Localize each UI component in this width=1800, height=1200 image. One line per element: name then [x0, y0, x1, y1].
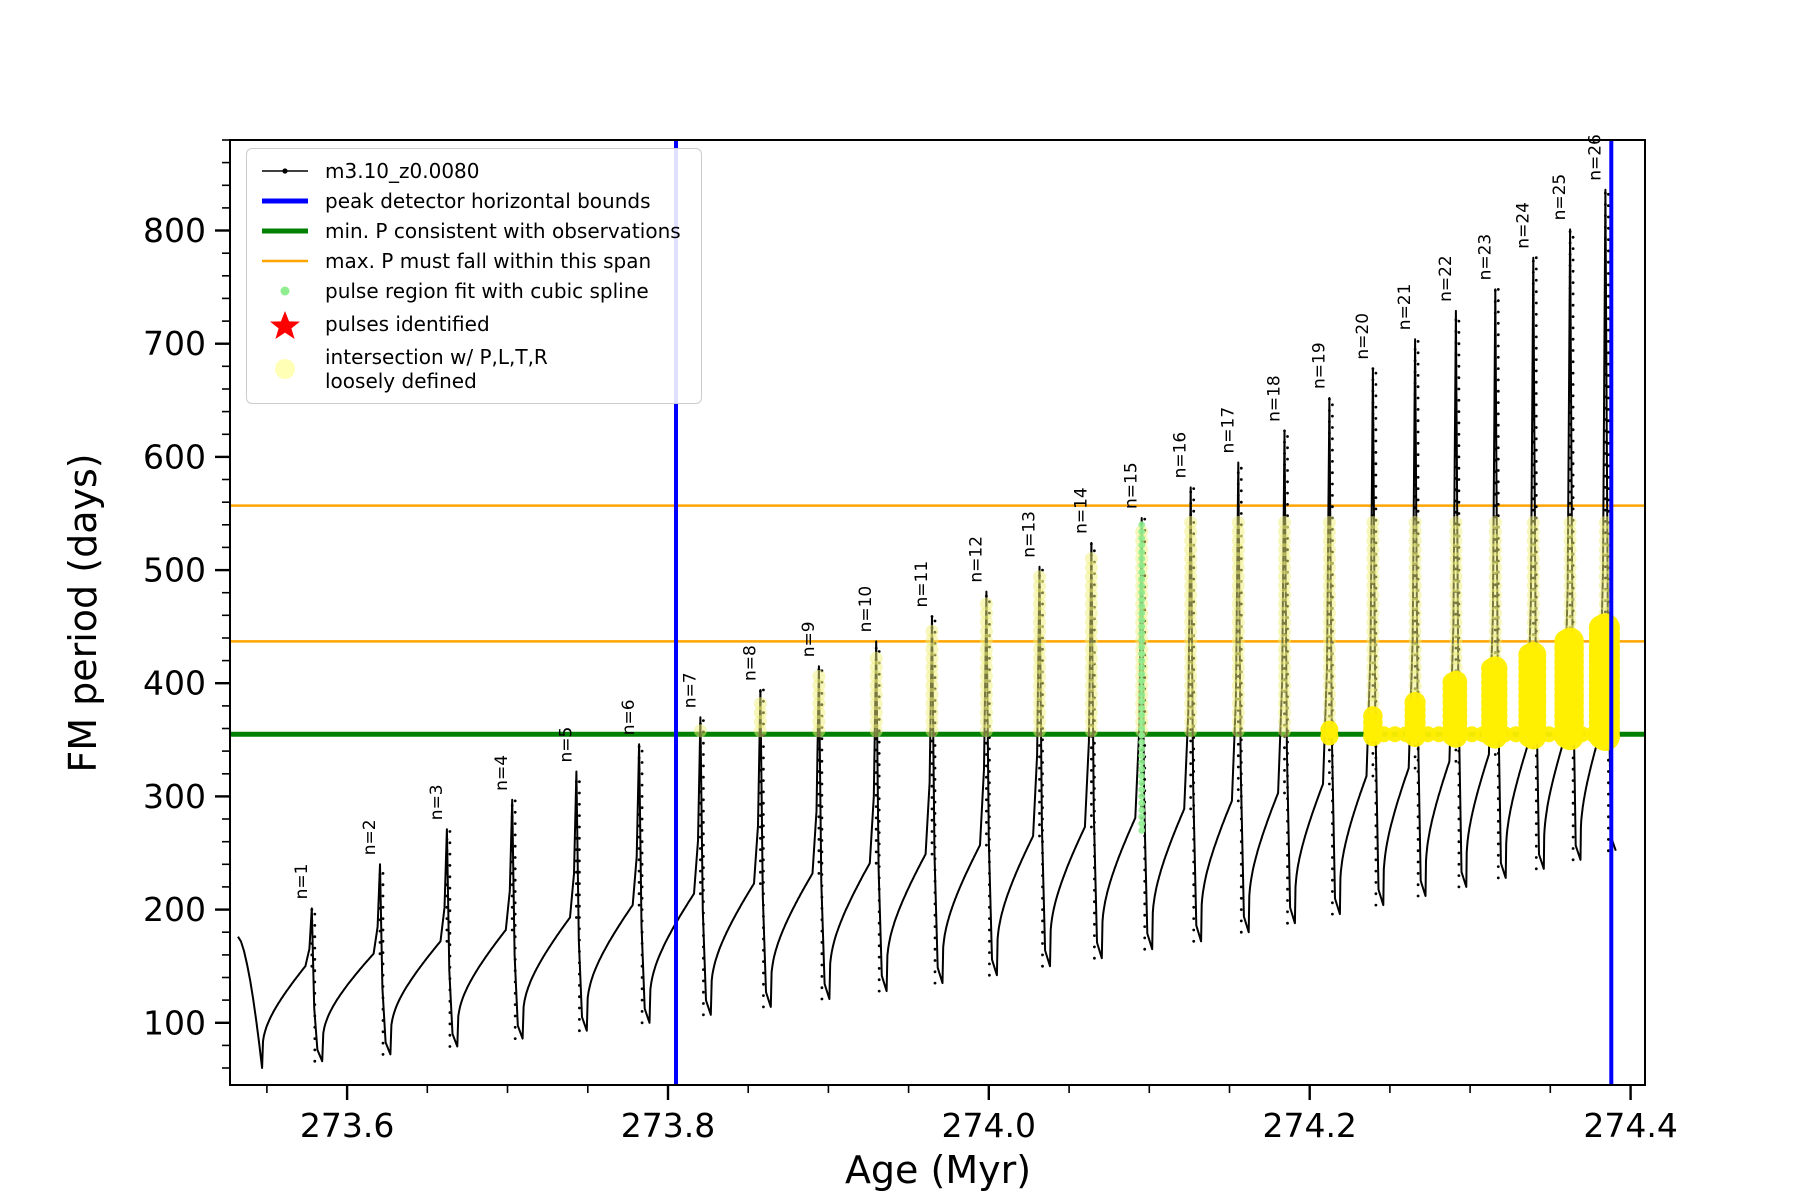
star-icon: [259, 309, 311, 339]
legend-item-intersection: intersection w/ P,L,T,R loosely defined: [259, 345, 681, 393]
peak-label: n=11: [912, 561, 932, 608]
legend-label: pulse region fit with cubic spline: [325, 279, 649, 303]
peak-label: n=1: [292, 864, 312, 900]
spline-fit-dots: [1138, 521, 1146, 834]
peak-label: n=8: [740, 645, 760, 681]
y-tick-label: 600: [143, 437, 206, 476]
x-tick-label: 274.2: [1262, 1106, 1356, 1145]
legend-marker-big-dot: [275, 359, 295, 379]
yellow-dot-sample: [259, 355, 311, 383]
legend-label: min. P consistent with observations: [325, 219, 681, 243]
legend-label: max. P must fall within this span: [325, 249, 652, 273]
legend-label-line2: loosely defined: [325, 369, 477, 393]
legend-item-series: m3.10_z0.0080: [259, 159, 681, 183]
peak-label: n=3: [427, 784, 447, 820]
peak-label: n=20: [1353, 313, 1373, 360]
legend-label-line1: intersection w/ P,L,T,R: [325, 345, 548, 369]
y-tick-label: 300: [143, 777, 206, 816]
peak-label: n=14: [1071, 487, 1091, 534]
peak-label: n=7: [680, 672, 700, 708]
legend-item-peak-bounds: peak detector horizontal bounds: [259, 189, 681, 213]
loosely-defined-clusters: [1320, 613, 1620, 752]
x-tick-label: 274.0: [942, 1106, 1036, 1145]
legend-label: m3.10_z0.0080: [325, 159, 480, 183]
y-axis: 100 200 300 400 500 600 700 800: [143, 139, 230, 1069]
legend-marker-star: [270, 311, 300, 339]
green-dot-sample: [259, 281, 311, 301]
legend: m3.10_z0.0080 peak detector horizontal b…: [246, 148, 702, 404]
peak-label: n=13: [1020, 511, 1040, 558]
peak-label: n=17: [1218, 407, 1238, 454]
y-tick-label: 400: [143, 664, 206, 703]
line-dot-sample: [259, 161, 311, 181]
legend-label: intersection w/ P,L,T,R loosely defined: [325, 345, 548, 393]
x-tick-label: 274.4: [1583, 1106, 1677, 1145]
legend-item-max-p: max. P must fall within this span: [259, 249, 681, 273]
y-tick-label: 500: [143, 551, 206, 590]
peak-label: n=22: [1436, 255, 1456, 302]
y-tick-label: 700: [143, 324, 206, 363]
blue-line-sample: [259, 191, 311, 211]
peak-label: n=9: [799, 621, 819, 657]
x-tick-label: 273.8: [621, 1106, 715, 1145]
axes-frame: [229, 139, 1646, 1086]
peak-label: n=10: [856, 586, 876, 633]
orange-line-sample: [259, 251, 311, 271]
peak-label: n=23: [1475, 234, 1495, 281]
peak-label: n=2: [360, 819, 380, 855]
peak-label: n=6: [619, 699, 639, 735]
peak-label: n=4: [492, 755, 512, 791]
x-tick-label: 273.6: [300, 1106, 394, 1145]
x-axis: 273.6 273.8 274.0 274.2 274.4: [266, 1085, 1678, 1145]
peak-labels: n=1 n=2 n=3 n=4 n=5 n=6 n=7 n=8 n=9 n=10 n=11 n=12 n…: [292, 134, 1606, 899]
peak-label: n=21: [1395, 284, 1415, 331]
legend-marker-dot: [282, 168, 288, 174]
legend-label: pulses identified: [325, 312, 490, 336]
y-tick-label: 200: [143, 890, 206, 929]
y-axis-label: FM period (days): [61, 453, 105, 772]
y-tick-label: 800: [143, 211, 206, 250]
legend-item-min-p: min. P consistent with observations: [259, 219, 681, 243]
peak-label: n=25: [1550, 174, 1570, 221]
green-line-sample: [259, 221, 311, 241]
intersection-markers: [693, 516, 1612, 738]
y-tick-label: 100: [143, 1003, 206, 1042]
series-line: [237, 188, 1617, 1069]
peak-label: n=16: [1171, 432, 1191, 479]
x-axis-label: Age (Myr): [845, 1148, 1031, 1192]
legend-item-pulse-region: pulse region fit with cubic spline: [259, 279, 681, 303]
peak-label: n=19: [1309, 342, 1329, 389]
peak-label: n=15: [1122, 462, 1142, 509]
peak-label: n=12: [966, 536, 986, 583]
peak-label: n=24: [1513, 202, 1533, 249]
legend-item-pulses: pulses identified: [259, 309, 681, 339]
peak-label: n=18: [1265, 375, 1285, 422]
orange-hlines: [230, 504, 1645, 643]
legend-marker-dot: [280, 286, 290, 296]
peak-label: n=26: [1585, 134, 1605, 181]
legend-label: peak detector horizontal bounds: [325, 189, 651, 213]
peak-label: n=5: [556, 727, 576, 763]
